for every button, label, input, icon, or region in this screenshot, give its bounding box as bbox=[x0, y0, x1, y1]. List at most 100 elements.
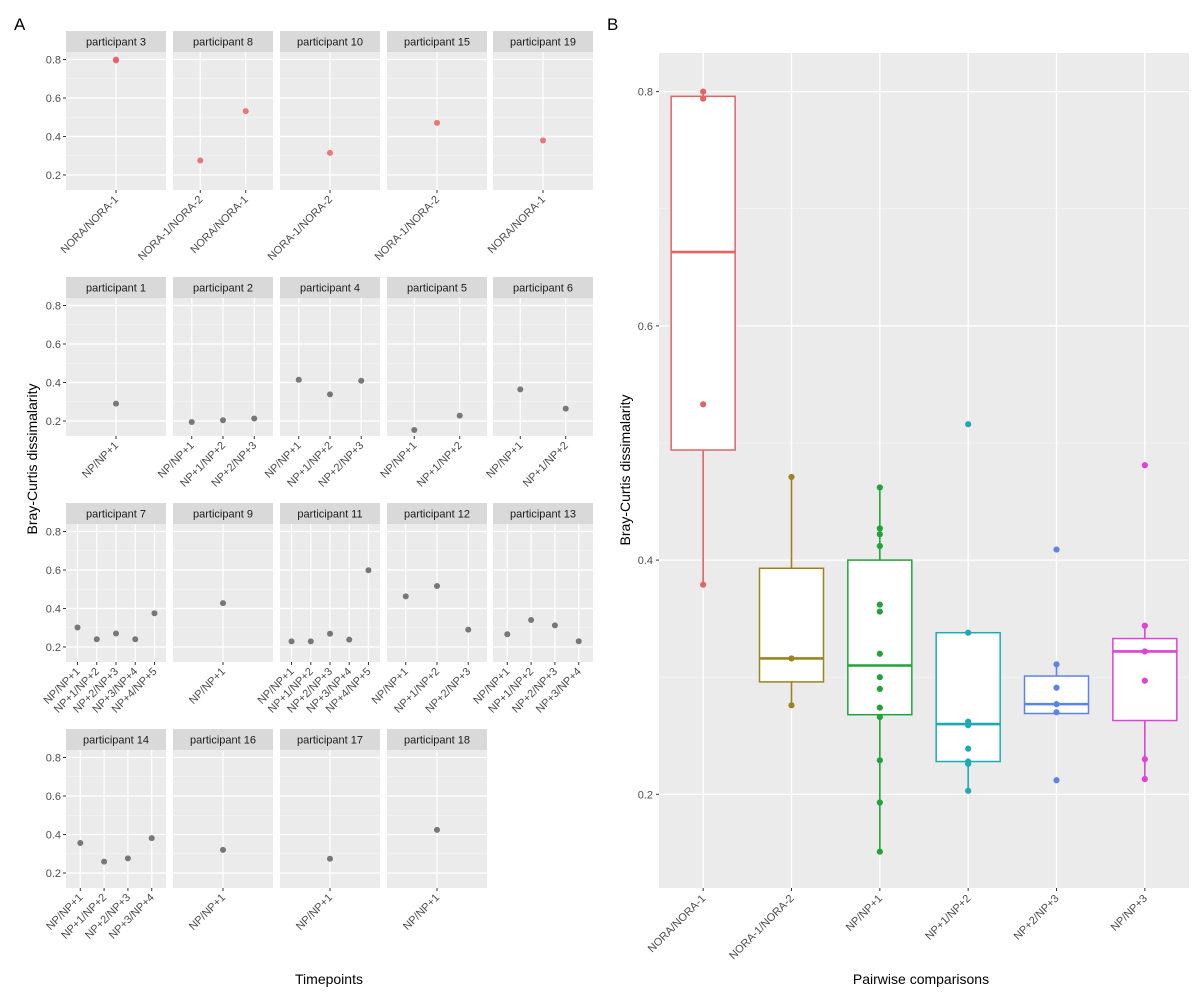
data-point bbox=[876, 650, 883, 657]
y-tick-label: 0.6 bbox=[46, 791, 61, 803]
data-point bbox=[788, 473, 795, 481]
facet-strip bbox=[387, 503, 487, 524]
facet: participant 9 NP/NP+1 bbox=[173, 503, 273, 707]
x-tick-label: NP/NP+1 bbox=[844, 893, 885, 934]
box-series bbox=[847, 484, 913, 855]
data-point bbox=[101, 858, 108, 865]
data-point bbox=[876, 704, 883, 711]
panel-b-x-axis-title: Pairwise comparisons bbox=[853, 971, 989, 987]
data-point bbox=[876, 601, 883, 608]
facet-strip bbox=[280, 503, 380, 524]
facet-strip bbox=[493, 503, 593, 524]
data-point bbox=[876, 484, 883, 491]
data-point bbox=[93, 636, 100, 643]
data-point bbox=[1141, 462, 1148, 469]
facet-title: participant 18 bbox=[404, 735, 470, 747]
facet-strip bbox=[280, 729, 380, 750]
data-point bbox=[876, 713, 883, 721]
data-point bbox=[358, 377, 365, 384]
y-tick-label: 0.8 bbox=[46, 753, 61, 765]
box-series bbox=[670, 88, 736, 588]
panel-b: 0.2 0.4 0.6 0.8 NORA/NORA-1 NORA-1/NORA-2 NP/N… bbox=[638, 53, 1189, 962]
data-point bbox=[700, 581, 707, 588]
y-tick-label: 0.2 bbox=[46, 170, 61, 182]
facet-background bbox=[66, 750, 166, 888]
panel-a-y-axis-title: Bray-Curtis dissimalarity bbox=[24, 384, 40, 535]
facet: participant 11NP/NP+1NP+1/NP+2NP+2/NP+3N… bbox=[256, 503, 380, 716]
facet-title: participant 9 bbox=[193, 509, 253, 521]
y-tick-label: 0.4 bbox=[638, 555, 653, 567]
data-point bbox=[1141, 648, 1148, 655]
panel-a-x-axis-title: Timepoints bbox=[295, 971, 363, 987]
data-point bbox=[113, 630, 119, 637]
panel-a-letter: A bbox=[14, 15, 26, 34]
data-point bbox=[876, 674, 883, 681]
data-point bbox=[876, 757, 883, 764]
facet-title: participant 13 bbox=[510, 509, 576, 521]
data-point bbox=[1053, 661, 1060, 668]
data-point bbox=[1053, 709, 1060, 716]
y-tick-label: 0.8 bbox=[638, 87, 653, 99]
facet-background bbox=[387, 298, 487, 436]
data-point bbox=[465, 626, 472, 633]
facet-strip bbox=[173, 729, 273, 750]
x-tick-label: NP/NP+1 bbox=[378, 440, 419, 481]
data-point bbox=[876, 531, 883, 538]
facet-strip bbox=[173, 277, 273, 298]
data-point bbox=[242, 108, 249, 115]
data-point bbox=[151, 610, 158, 617]
facet-title: participant 10 bbox=[297, 37, 363, 49]
facet: participant 1 NP/NP+1 0.2 0.4 0.6 0.8 bbox=[46, 277, 166, 481]
y-tick-label: 0.6 bbox=[638, 321, 653, 333]
data-point bbox=[528, 617, 535, 624]
y-tick-label: 0.8 bbox=[46, 527, 61, 539]
facet-background bbox=[493, 298, 593, 436]
x-tick-label: NP/NP+1 bbox=[484, 440, 525, 481]
facet-strip bbox=[66, 31, 166, 52]
data-point bbox=[124, 855, 131, 862]
facet: participant 10 NORA-1/NORA-2 bbox=[266, 31, 380, 263]
data-point bbox=[434, 826, 440, 833]
data-point bbox=[1053, 701, 1060, 708]
y-tick-label: 0.6 bbox=[46, 339, 61, 351]
data-point bbox=[788, 655, 795, 662]
facet-title: participant 2 bbox=[193, 283, 253, 295]
facet: participant 16 NP/NP+1 bbox=[173, 729, 273, 933]
box-series bbox=[1023, 546, 1090, 784]
facet-title: participant 8 bbox=[193, 37, 253, 49]
facet-background bbox=[173, 52, 273, 190]
data-point bbox=[965, 722, 972, 729]
data-point bbox=[504, 631, 511, 638]
box bbox=[758, 567, 825, 683]
y-tick-label: 0.2 bbox=[46, 642, 61, 654]
facet-title: participant 5 bbox=[407, 283, 467, 295]
data-point bbox=[197, 157, 204, 164]
facet: participant 2NP/NP+1NP+1/NP+2NP+2/NP+3 bbox=[156, 277, 273, 490]
facet-title: participant 19 bbox=[510, 37, 576, 49]
data-point bbox=[700, 401, 707, 408]
box bbox=[670, 95, 736, 451]
data-point bbox=[74, 624, 81, 631]
data-point bbox=[307, 638, 314, 645]
x-tick-label: NP/NP+3 bbox=[1109, 893, 1150, 934]
data-point bbox=[295, 376, 302, 383]
facet-title: participant 14 bbox=[83, 735, 149, 747]
facet-title: participant 12 bbox=[404, 509, 470, 521]
data-point bbox=[1141, 775, 1148, 783]
data-point bbox=[876, 608, 883, 615]
plot-background bbox=[659, 53, 1189, 888]
data-point bbox=[876, 685, 883, 693]
data-point bbox=[411, 427, 418, 434]
facet: participant 13NP/NP+1NP+1/NP+2NP+2/NP+3N… bbox=[471, 503, 593, 716]
data-point bbox=[346, 636, 353, 643]
y-tick-label: 0.2 bbox=[46, 416, 61, 428]
facet: participant 5 NP/NP+1NP+1/NP+2 bbox=[378, 277, 487, 490]
box-series bbox=[758, 473, 825, 709]
data-point bbox=[1053, 546, 1060, 553]
data-point bbox=[540, 137, 546, 144]
x-tick-label: NP/NP+1 bbox=[187, 666, 228, 707]
box-series bbox=[935, 421, 1001, 794]
y-tick-label: 0.8 bbox=[46, 301, 61, 313]
x-tick-label: NP/NP+1 bbox=[80, 440, 121, 481]
data-point bbox=[876, 542, 883, 550]
